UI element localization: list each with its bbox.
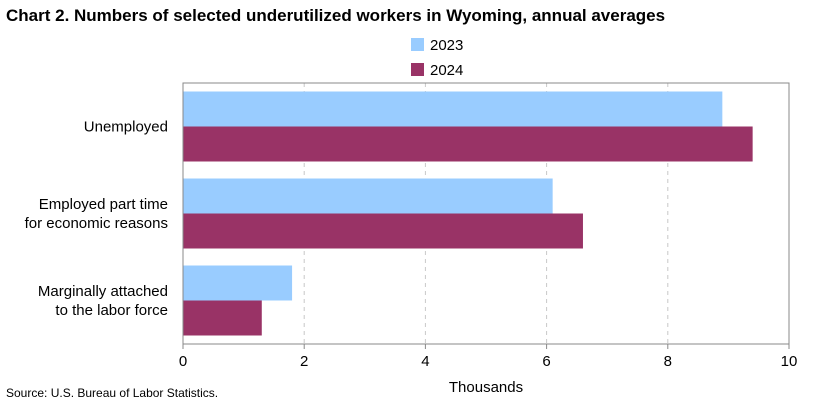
x-axis-ticks: 0 2 4 6 8 10 <box>179 344 798 370</box>
legend: 2023 2024 <box>411 37 463 79</box>
bar-2023-1 <box>183 178 553 214</box>
plot-area-frame <box>182 82 790 345</box>
legend-swatch-2024 <box>411 63 424 76</box>
x-tick-label: 2 <box>300 353 308 370</box>
bar-2024-1 <box>183 213 583 249</box>
x-tick-label: 4 <box>421 353 429 370</box>
chart-title: Chart 2. Numbers of selected underutiliz… <box>6 6 666 25</box>
y-axis-category-labels: Unemployed Employed part time for economic… <box>25 119 168 320</box>
x-tick-label: 0 <box>179 353 187 370</box>
bar-2023-0 <box>183 91 723 127</box>
bar-2024-2 <box>183 300 262 336</box>
y-category-label: Employed part time for economic reasons <box>25 196 168 232</box>
legend-label-2023: 2023 <box>430 37 463 54</box>
source-note: Source: U.S. Bureau of Labor Statistics. <box>6 386 219 400</box>
x-tick-label: 10 <box>781 353 798 370</box>
bar-2023-2 <box>183 265 293 301</box>
y-category-label: Unemployed <box>84 119 168 136</box>
legend-swatch-2023 <box>411 38 424 51</box>
bars <box>183 91 753 336</box>
legend-label-2024: 2024 <box>430 62 463 79</box>
x-axis-label: Thousands <box>449 379 523 396</box>
bar-2024-0 <box>183 126 753 162</box>
y-category-label: Marginally attached to the labor force <box>38 283 168 319</box>
x-tick-label: 6 <box>542 353 550 370</box>
x-tick-label: 8 <box>664 353 672 370</box>
